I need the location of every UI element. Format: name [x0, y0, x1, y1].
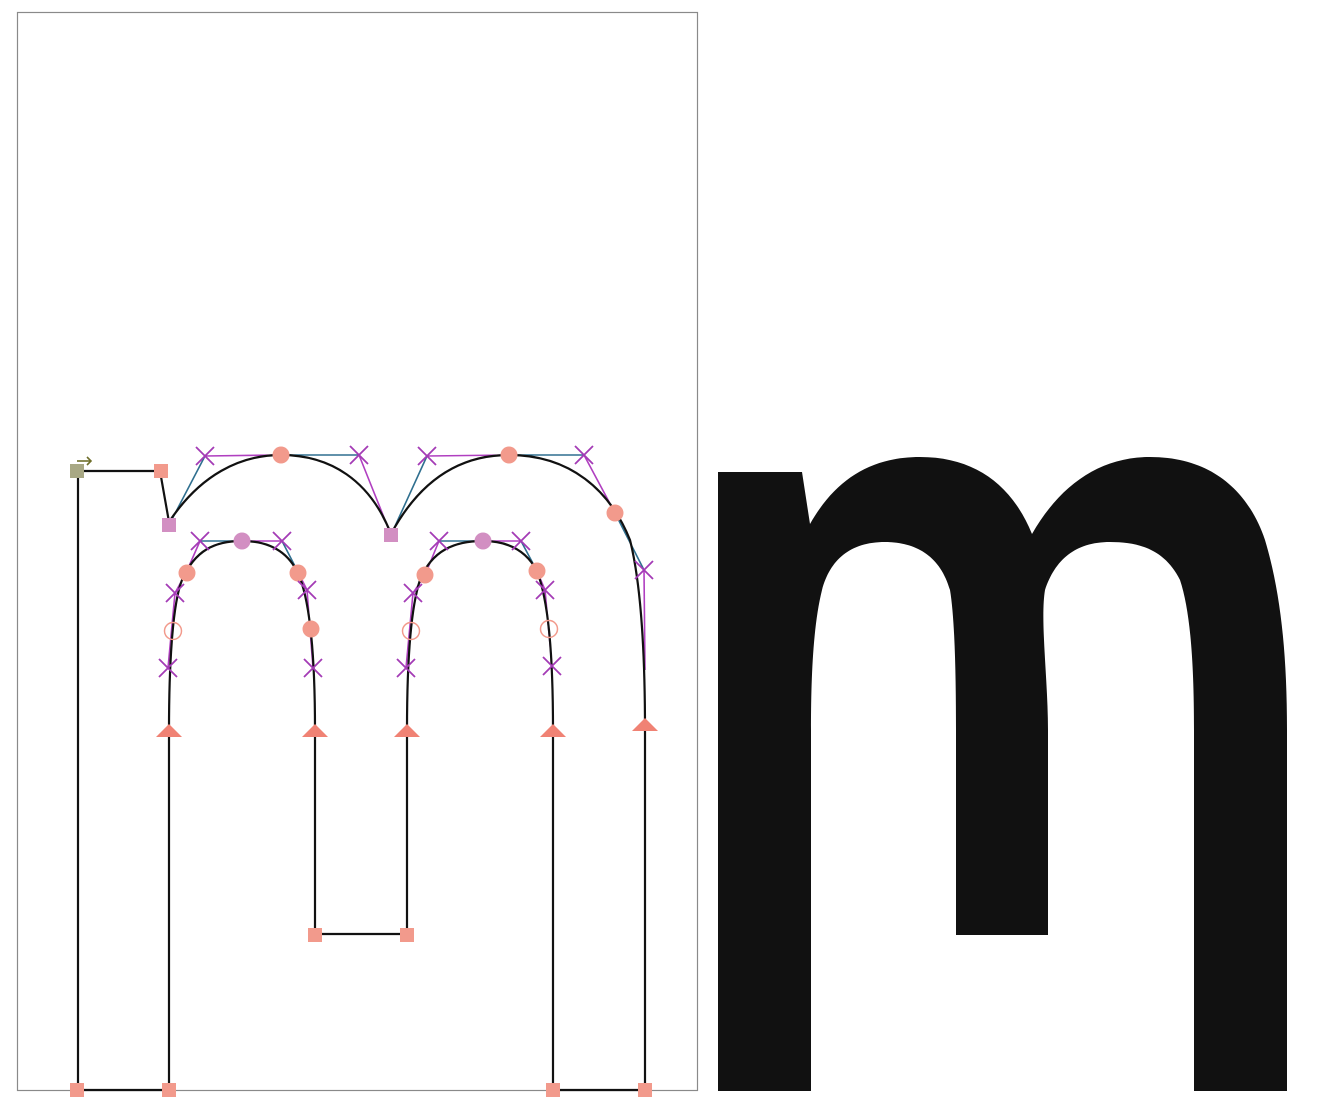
curve-point[interactable]: [606, 504, 624, 522]
tangent-points: [156, 718, 658, 737]
corner-point[interactable]: [154, 464, 168, 478]
corner-point[interactable]: [400, 928, 414, 942]
corner-point[interactable]: [546, 1083, 560, 1097]
curve-point[interactable]: [474, 532, 492, 550]
start-point[interactable]: [70, 456, 93, 478]
curve-point[interactable]: [302, 620, 320, 638]
corner-point[interactable]: [70, 1083, 84, 1097]
curve-point[interactable]: [272, 446, 290, 464]
curve-point[interactable]: [500, 446, 518, 464]
tangent-point[interactable]: [302, 724, 328, 737]
control-point[interactable]: [396, 658, 416, 678]
control-point[interactable]: [349, 445, 369, 465]
control-point[interactable]: [190, 531, 210, 551]
curve-point[interactable]: [233, 532, 251, 550]
implied-point[interactable]: [401, 621, 421, 641]
outer-contour: [76, 453, 647, 1092]
control-point[interactable]: [297, 580, 317, 600]
control-point[interactable]: [535, 580, 555, 600]
control-point[interactable]: [165, 583, 185, 603]
arrow-right-icon: [77, 456, 93, 466]
curve-points: [178, 446, 624, 638]
control-point[interactable]: [417, 446, 437, 466]
curve-point[interactable]: [528, 562, 546, 580]
implied-point[interactable]: [539, 619, 559, 639]
corner-point[interactable]: [162, 1083, 176, 1097]
control-point[interactable]: [195, 446, 215, 466]
corner-point[interactable]: [162, 518, 176, 532]
implied-point[interactable]: [163, 621, 183, 641]
corner-point[interactable]: [384, 528, 398, 542]
glyph-fill: [718, 457, 1287, 1091]
control-point[interactable]: [429, 531, 449, 551]
control-point[interactable]: [574, 445, 594, 465]
em-box-frame: [16, 11, 699, 1092]
control-points: [158, 445, 654, 678]
control-point[interactable]: [634, 560, 654, 580]
control-point[interactable]: [511, 531, 531, 551]
control-point[interactable]: [158, 658, 178, 678]
corner-point[interactable]: [308, 928, 322, 942]
handle-lines: [168, 454, 645, 573]
glyph-preview: [718, 457, 1287, 1091]
curve-point[interactable]: [416, 566, 434, 584]
control-point[interactable]: [542, 656, 562, 676]
control-point[interactable]: [272, 531, 292, 551]
control-point[interactable]: [403, 583, 423, 603]
tangent-point[interactable]: [394, 724, 420, 737]
outline-panel: [16, 11, 699, 1097]
implied-points: [163, 619, 559, 641]
curve-point[interactable]: [178, 564, 196, 582]
corner-points: [70, 464, 652, 1097]
tangent-point[interactable]: [156, 724, 182, 737]
control-point[interactable]: [303, 658, 323, 678]
curve-point[interactable]: [289, 564, 307, 582]
tangent-point[interactable]: [540, 724, 566, 737]
corner-point[interactable]: [638, 1083, 652, 1097]
tangent-point[interactable]: [632, 718, 658, 731]
glyph-outline: [76, 453, 647, 1092]
start-point-marker[interactable]: [70, 464, 84, 478]
